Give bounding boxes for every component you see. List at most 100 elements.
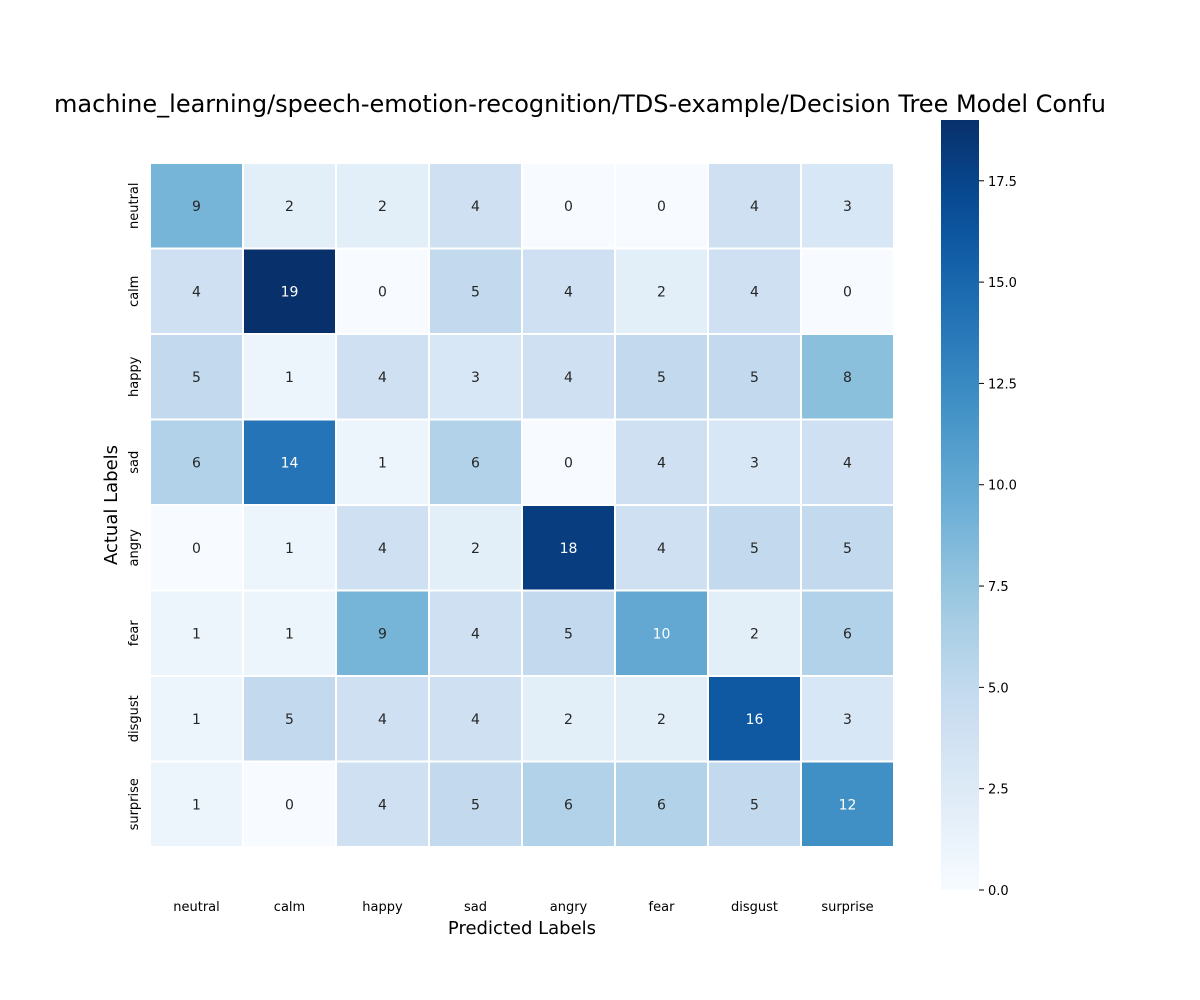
cell-value-label: 0 (564, 199, 573, 215)
cell-value-label: 0 (657, 199, 666, 215)
cell-value-label: 1 (192, 626, 201, 642)
heatmap-cell (242, 675, 337, 763)
cell-value-label: 4 (378, 370, 387, 386)
heatmap-cell (335, 333, 430, 421)
cell-value-label: 5 (564, 626, 573, 642)
colorbar-tick-label: 0.0 (988, 884, 1009, 899)
heatmap-cell (800, 162, 895, 250)
cell-value-label: 16 (746, 712, 764, 728)
heatmap-cell-labels: 9 2 2 4 0 0 4 34 19 0 5 4 2 4 05 1 4 3 4 5 5 86 14 1 6 0 4 3 40 1 4 2 18… (192, 199, 856, 814)
x-axis-label: Predicted Labels (448, 918, 596, 939)
cell-value-label: 1 (192, 797, 201, 813)
y-tick-label: angry (127, 529, 142, 567)
heatmap-cell (335, 589, 430, 677)
cell-value-label: 4 (471, 626, 480, 642)
cell-value-label: 6 (564, 797, 573, 813)
heatmap-cell (428, 760, 523, 848)
heatmap-cell (335, 675, 430, 763)
cell-value-label: 10 (653, 626, 671, 642)
cell-value-label: 3 (843, 199, 852, 215)
heatmap-cell (800, 333, 895, 421)
heatmap-cell (800, 589, 895, 677)
cell-value-label: 3 (843, 712, 852, 728)
cell-value-label: 4 (564, 370, 573, 386)
cell-value-label: 2 (378, 199, 387, 215)
y-tick-label: disgust (127, 695, 142, 742)
heatmap-cell (521, 675, 616, 763)
cell-value-label: 2 (657, 284, 666, 300)
heatmap-cell (242, 162, 337, 250)
cell-value-label: 2 (471, 541, 480, 557)
cell-value-label: 4 (471, 712, 480, 728)
colorbar (941, 120, 979, 890)
cell-value-label: 1 (378, 455, 387, 471)
cell-value-label: 6 (843, 626, 852, 642)
heatmap-cell (800, 760, 895, 848)
cell-value-label: 3 (750, 455, 759, 471)
cell-value-label: 5 (750, 370, 759, 386)
cell-value-label: 5 (750, 797, 759, 813)
colorbar-tick-label: 15.0 (988, 276, 1017, 291)
heatmap-cell (707, 675, 802, 763)
heatmap-cell (428, 247, 523, 335)
cell-value-label: 5 (843, 541, 852, 557)
heatmap-cell (800, 675, 895, 763)
x-tick-label: fear (649, 900, 676, 915)
heatmap-cell (614, 333, 709, 421)
cell-value-label: 2 (285, 199, 294, 215)
cell-value-label: 0 (378, 284, 387, 300)
x-tick-label: surprise (821, 900, 873, 915)
heatmap-cell (521, 504, 616, 592)
cell-value-label: 5 (471, 797, 480, 813)
heatmap-cell (800, 247, 895, 335)
x-tick-label: neutral (173, 900, 220, 915)
heatmap-cell (242, 589, 337, 677)
heatmap-cell (614, 247, 709, 335)
colorbar-tick-label: 5.0 (988, 681, 1009, 696)
colorbar-tick-label: 7.5 (988, 580, 1009, 595)
x-tick-label: happy (362, 900, 403, 915)
cell-value-label: 14 (281, 455, 299, 471)
cell-value-label: 1 (192, 712, 201, 728)
heatmap-cell (149, 333, 244, 421)
cell-value-label: 9 (378, 626, 387, 642)
cell-value-label: 6 (471, 455, 480, 471)
heatmap-cell (428, 418, 523, 506)
heatmap-cell (707, 333, 802, 421)
heatmap-cell (521, 589, 616, 677)
cell-value-label: 5 (471, 284, 480, 300)
heatmap-cell (707, 418, 802, 506)
heatmap-cell (521, 418, 616, 506)
cell-value-label: 18 (560, 541, 578, 557)
x-tick-label: sad (464, 900, 487, 915)
heatmap-cell (800, 504, 895, 592)
cell-value-label: 2 (657, 712, 666, 728)
heatmap-cell (242, 333, 337, 421)
y-tick-label: happy (127, 356, 142, 397)
heatmap-cell (428, 504, 523, 592)
cell-value-label: 1 (285, 370, 294, 386)
heatmap-cell (707, 589, 802, 677)
colorbar-tick-label: 17.5 (988, 175, 1017, 190)
cell-value-label: 5 (285, 712, 294, 728)
cell-value-label: 2 (564, 712, 573, 728)
cell-value-label: 2 (750, 626, 759, 642)
x-tick-label: calm (274, 900, 305, 915)
cell-value-label: 4 (843, 455, 852, 471)
cell-value-label: 0 (285, 797, 294, 813)
cell-value-label: 4 (750, 284, 759, 300)
cell-value-label: 4 (192, 284, 201, 300)
cell-value-label: 5 (657, 370, 666, 386)
x-tick-label: angry (550, 900, 588, 915)
heatmap-cell (521, 760, 616, 848)
cell-value-label: 4 (378, 712, 387, 728)
heatmap-cell (242, 247, 337, 335)
cell-value-label: 6 (192, 455, 201, 471)
y-tick-label: calm (127, 276, 142, 307)
heatmap-cell (149, 162, 244, 250)
heatmap-cell (614, 589, 709, 677)
cell-value-label: 4 (471, 199, 480, 215)
cell-value-label: 1 (285, 626, 294, 642)
colorbar-tick-label: 2.5 (988, 783, 1009, 798)
